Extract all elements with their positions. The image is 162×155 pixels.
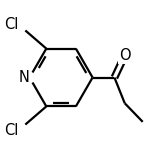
Text: Cl: Cl xyxy=(4,17,18,32)
Text: N: N xyxy=(19,70,30,85)
Text: O: O xyxy=(119,48,131,63)
Text: Cl: Cl xyxy=(4,123,18,138)
